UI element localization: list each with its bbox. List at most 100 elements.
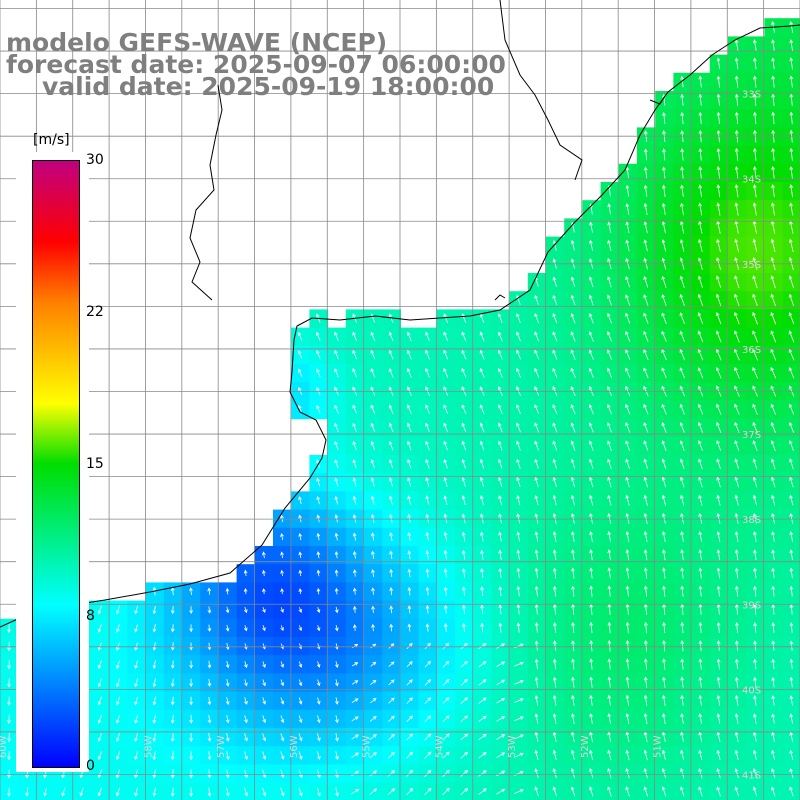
wind-arrow [478, 679, 487, 686]
wind-arrow [298, 607, 303, 613]
wind-arrow [516, 567, 521, 579]
wind-arrow [443, 404, 449, 415]
wind-arrow [207, 642, 212, 651]
wind-arrow [679, 367, 686, 379]
wind-arrow [461, 531, 466, 542]
wind-cell [782, 163, 800, 183]
wind-arrow [407, 477, 412, 487]
wind-arrow [625, 403, 631, 415]
wind-arrow [680, 640, 685, 652]
wind-arrow [662, 658, 666, 670]
wind-arrow [225, 606, 230, 614]
wind-arrow [170, 678, 175, 688]
wind-arrow [589, 239, 594, 251]
wind-arrow [298, 733, 303, 742]
wind-arrow [460, 769, 469, 777]
wind-arrow [298, 496, 302, 505]
wind-arrow [351, 770, 360, 777]
wind-arrow [771, 531, 775, 542]
wind-arrow [534, 331, 540, 342]
wind-cell [782, 546, 800, 565]
wind-arrow [715, 293, 722, 307]
wind-arrow [789, 57, 794, 70]
wind-arrow [207, 696, 212, 706]
wind-arrow [643, 786, 648, 797]
wind-arrow [679, 348, 686, 361]
wind-arrow [625, 440, 630, 451]
wind-cell [473, 655, 492, 674]
wind-cell [345, 637, 365, 656]
wind-cell [782, 582, 800, 602]
wind-arrow [734, 184, 739, 198]
wind-arrow [497, 422, 503, 433]
wind-arrow [407, 531, 412, 542]
wind-cell [782, 709, 800, 729]
wind-arrow [334, 368, 339, 378]
wind-arrow [661, 786, 667, 797]
wind-arrow [514, 789, 524, 794]
wind-arrow [552, 494, 557, 506]
wind-arrow [753, 57, 757, 70]
wind-arrow [243, 569, 248, 577]
wind-arrow [752, 476, 758, 488]
wind-arrow [752, 311, 758, 325]
wind-arrow [625, 312, 631, 324]
wind-arrow [116, 641, 120, 651]
wind-cell [418, 728, 438, 747]
wind-arrow [734, 330, 740, 343]
wind-arrow [588, 349, 594, 360]
wind-arrow [643, 166, 648, 179]
wind-arrow [189, 732, 194, 743]
wind-arrow [715, 348, 722, 361]
wind-arrow [479, 476, 484, 488]
wind-arrow [734, 75, 739, 88]
wind-arrow [316, 477, 321, 487]
wind-arrow [369, 715, 377, 722]
wind-arrow [643, 621, 648, 634]
wind-arrow [479, 331, 485, 342]
wind-arrow [734, 512, 739, 524]
wind-arrow [316, 769, 321, 779]
wind-arrow [788, 348, 795, 361]
wind-arrow [351, 662, 359, 667]
wind-arrow [752, 238, 758, 252]
wind-arrow [370, 697, 377, 704]
wind-arrow [225, 661, 230, 669]
wind-arrow [607, 331, 613, 342]
wind-arrow [496, 716, 506, 722]
wind-arrow [443, 440, 448, 451]
wind-arrow [788, 421, 795, 433]
wind-arrow [716, 512, 721, 524]
wind-arrow [516, 495, 521, 506]
wind-cell [364, 728, 383, 747]
wind-arrow [716, 184, 721, 198]
wind-cell [455, 637, 474, 656]
wind-arrow [698, 549, 703, 561]
wind-cell [254, 782, 274, 800]
wind-arrow [389, 605, 394, 614]
wind-arrow [625, 549, 630, 561]
wind-arrow [534, 458, 539, 469]
wind-arrow [571, 676, 575, 688]
wind-arrow [316, 368, 321, 378]
wind-arrow [716, 367, 722, 379]
wind-arrow [97, 605, 102, 615]
wind-arrow [570, 239, 575, 251]
wind-arrow [771, 640, 776, 652]
wind-arrow [298, 661, 303, 668]
wind-cell [400, 764, 420, 784]
wind-arrow [225, 787, 230, 797]
wind-arrow [625, 166, 630, 179]
wind-arrow [443, 367, 449, 378]
wind-arrow [425, 586, 430, 596]
wind-arrow [442, 715, 450, 723]
wind-arrow [389, 587, 394, 596]
wind-arrow [298, 679, 303, 687]
wind-cell [400, 709, 420, 729]
wind-arrow [552, 458, 557, 469]
wind-arrow [752, 348, 758, 361]
wind-arrow [152, 624, 157, 633]
wind-arrow [625, 494, 630, 506]
wind-arrow [625, 694, 630, 706]
wind-arrow [643, 403, 649, 415]
